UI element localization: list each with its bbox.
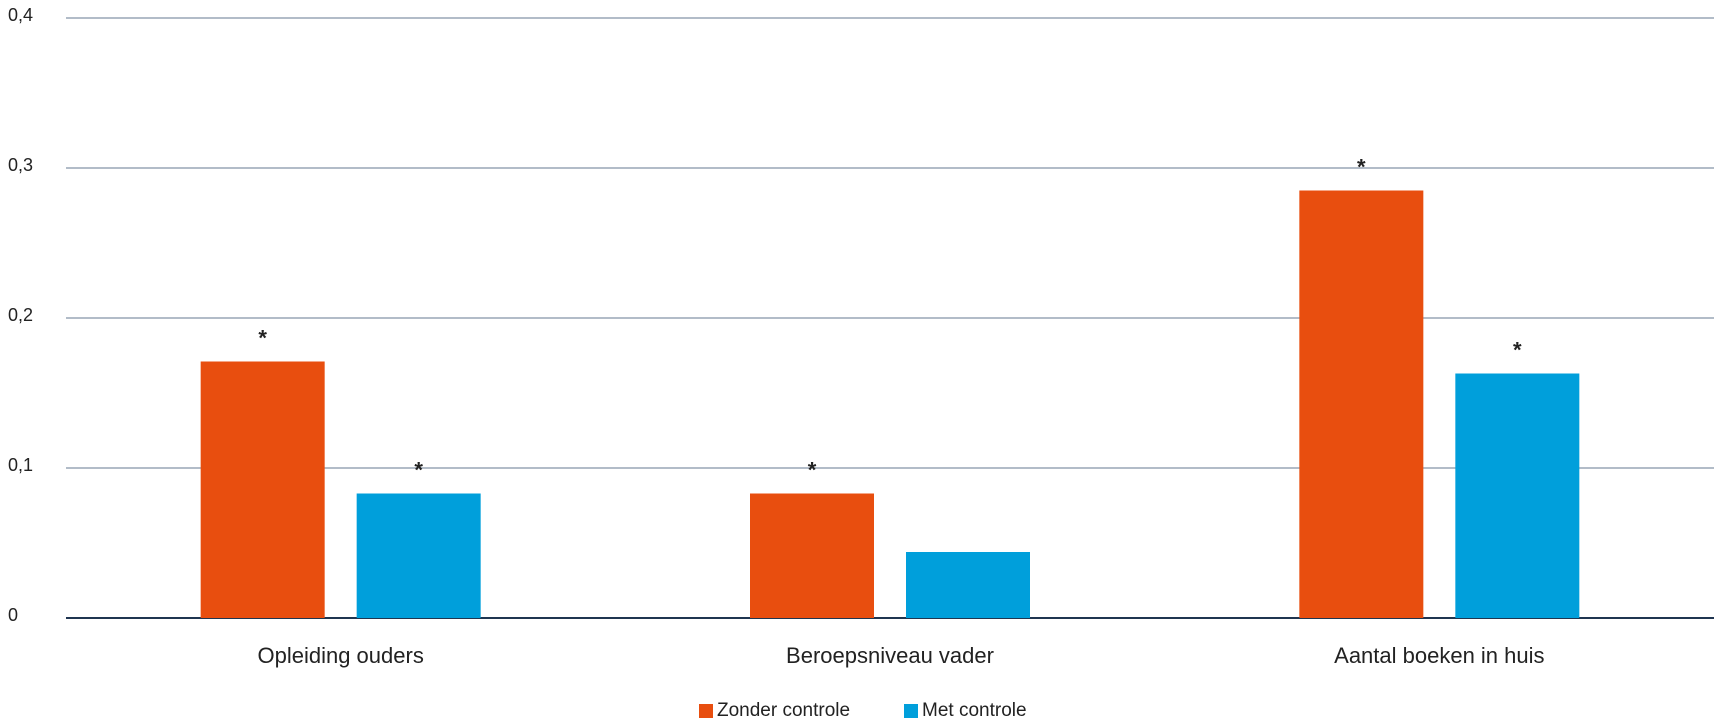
bar bbox=[1455, 373, 1580, 618]
x-tick-label: Beroepsniveau vader bbox=[786, 643, 994, 668]
x-tick-label: Opleiding ouders bbox=[257, 643, 423, 668]
bar bbox=[200, 361, 325, 618]
y-tick-label: 0,3 bbox=[8, 155, 33, 175]
x-tick-label: Aantal boeken in huis bbox=[1334, 643, 1544, 668]
y-tick-label: 0,4 bbox=[8, 5, 33, 25]
bar bbox=[1299, 190, 1424, 618]
y-tick-label: 0,1 bbox=[8, 455, 33, 475]
legend-label: Met controle bbox=[922, 700, 1027, 721]
y-tick-label: 0 bbox=[8, 605, 18, 625]
significance-marker: * bbox=[1357, 154, 1366, 179]
bar bbox=[750, 493, 874, 618]
significance-marker: * bbox=[808, 457, 817, 482]
significance-marker: * bbox=[414, 457, 423, 482]
bar bbox=[906, 552, 1030, 618]
bar bbox=[356, 493, 481, 618]
significance-marker: * bbox=[1513, 337, 1522, 362]
legend-swatch bbox=[904, 704, 918, 718]
significance-marker: * bbox=[258, 325, 267, 350]
legend-label: Zonder controle bbox=[717, 700, 850, 721]
legend-swatch bbox=[699, 704, 713, 718]
y-tick-label: 0,2 bbox=[8, 305, 33, 325]
